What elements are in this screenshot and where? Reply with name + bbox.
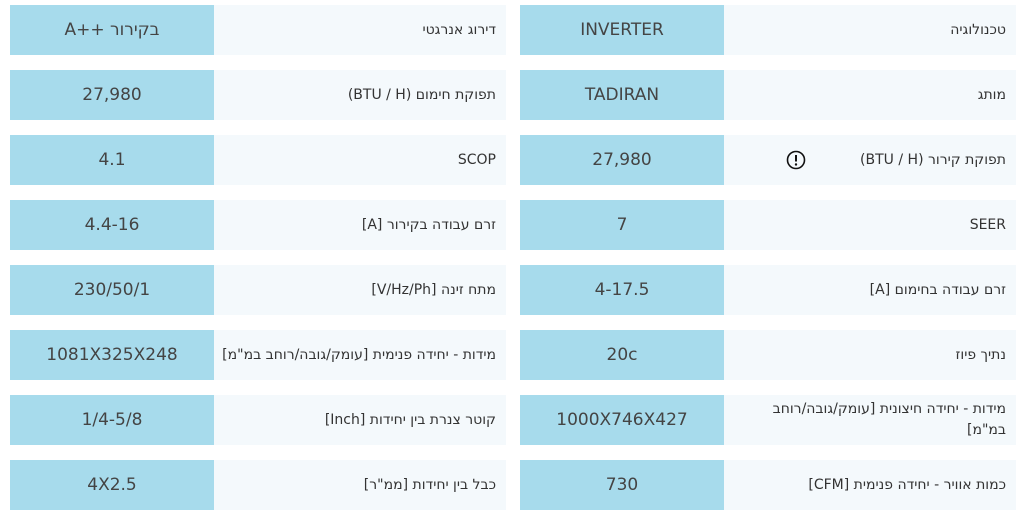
- spec-value: 4X2.5: [10, 460, 214, 510]
- spec-table: דירוג אנרגטי A++ בקירור תפוקת חימום (BTU /…: [10, 5, 506, 520]
- spec-label: טכנולוגיה: [724, 5, 1016, 55]
- spec-value: 4.1: [10, 135, 214, 185]
- spec-value: 1/4-5/8: [10, 395, 214, 445]
- spec-value: INVERTER: [520, 5, 724, 55]
- spec-label: SCOP: [214, 135, 506, 185]
- spec-row: מידות - יחידה חיצונית [עומק/גובה/רוחב במ…: [520, 395, 1016, 445]
- spec-label: קוטר צנרת בין יחידות [Inch]: [214, 395, 506, 445]
- spec-row: דירוג אנרגטי A++ בקירור: [10, 5, 506, 55]
- spec-row: נתיך פיוז 20c: [520, 330, 1016, 380]
- info-icon[interactable]: [786, 150, 806, 170]
- spec-row: טכנולוגיה INVERTER: [520, 5, 1016, 55]
- spec-value: 730: [520, 460, 724, 510]
- spec-row: מידות - יחידה פנימית [עומק/גובה/רוחב במ"…: [10, 330, 506, 380]
- spec-label: מידות - יחידה פנימית [עומק/גובה/רוחב במ"…: [214, 330, 506, 380]
- spec-row: זרם עבודה בקירור [A] 4.4-16: [10, 200, 506, 250]
- spec-value: 20c: [520, 330, 724, 380]
- spec-label: זרם עבודה בקירור [A]: [214, 200, 506, 250]
- spec-label: מותג: [724, 70, 1016, 120]
- spec-table: טכנולוגיה INVERTER מותג TADIRAN תפוקת קירור …: [520, 5, 1016, 520]
- spec-value: 27,980: [10, 70, 214, 120]
- spec-value: 1000X746X427: [520, 395, 724, 445]
- spec-row: SEER 7: [520, 200, 1016, 250]
- spec-label: תפוקת חימום (BTU / H): [214, 70, 506, 120]
- spec-row: כבל בין יחידות [ממ"ר] 4X2.5: [10, 460, 506, 510]
- spec-row: SCOP 4.1: [10, 135, 506, 185]
- spec-label: מתח זינה [V/Hz/Ph]: [214, 265, 506, 315]
- spec-value: 7: [520, 200, 724, 250]
- spec-label: תפוקת קירור (BTU / H): [724, 135, 1016, 185]
- spec-value: A++ בקירור: [10, 5, 214, 55]
- spec-row: מותג TADIRAN: [520, 70, 1016, 120]
- spec-label: זרם עבודה בחימום [A]: [724, 265, 1016, 315]
- spec-label: נתיך פיוז: [724, 330, 1016, 380]
- spec-value: 4.4-16: [10, 200, 214, 250]
- spec-row: תפוקת קירור (BTU / H) 27,980: [520, 135, 1016, 185]
- spec-row: זרם עבודה בחימום [A] 4-17.5: [520, 265, 1016, 315]
- spec-value: 230/50/1: [10, 265, 214, 315]
- spec-label: כבל בין יחידות [ממ"ר]: [214, 460, 506, 510]
- spec-row: מתח זינה [V/Hz/Ph] 230/50/1: [10, 265, 506, 315]
- spec-value: 27,980: [520, 135, 724, 185]
- spec-label: דירוג אנרגטי: [214, 5, 506, 55]
- spec-label: מידות - יחידה חיצונית [עומק/גובה/רוחב במ…: [724, 395, 1016, 445]
- spec-value: TADIRAN: [520, 70, 724, 120]
- spec-label: כמות אוויר - יחידה פנימית [CFM]: [724, 460, 1016, 510]
- spec-row: תפוקת חימום (BTU / H) 27,980: [10, 70, 506, 120]
- spec-value: 1081X325X248: [10, 330, 214, 380]
- spec-row: כמות אוויר - יחידה פנימית [CFM] 730: [520, 460, 1016, 510]
- spec-label: SEER: [724, 200, 1016, 250]
- spec-value: 4-17.5: [520, 265, 724, 315]
- spec-row: קוטר צנרת בין יחידות [Inch] 1/4-5/8: [10, 395, 506, 445]
